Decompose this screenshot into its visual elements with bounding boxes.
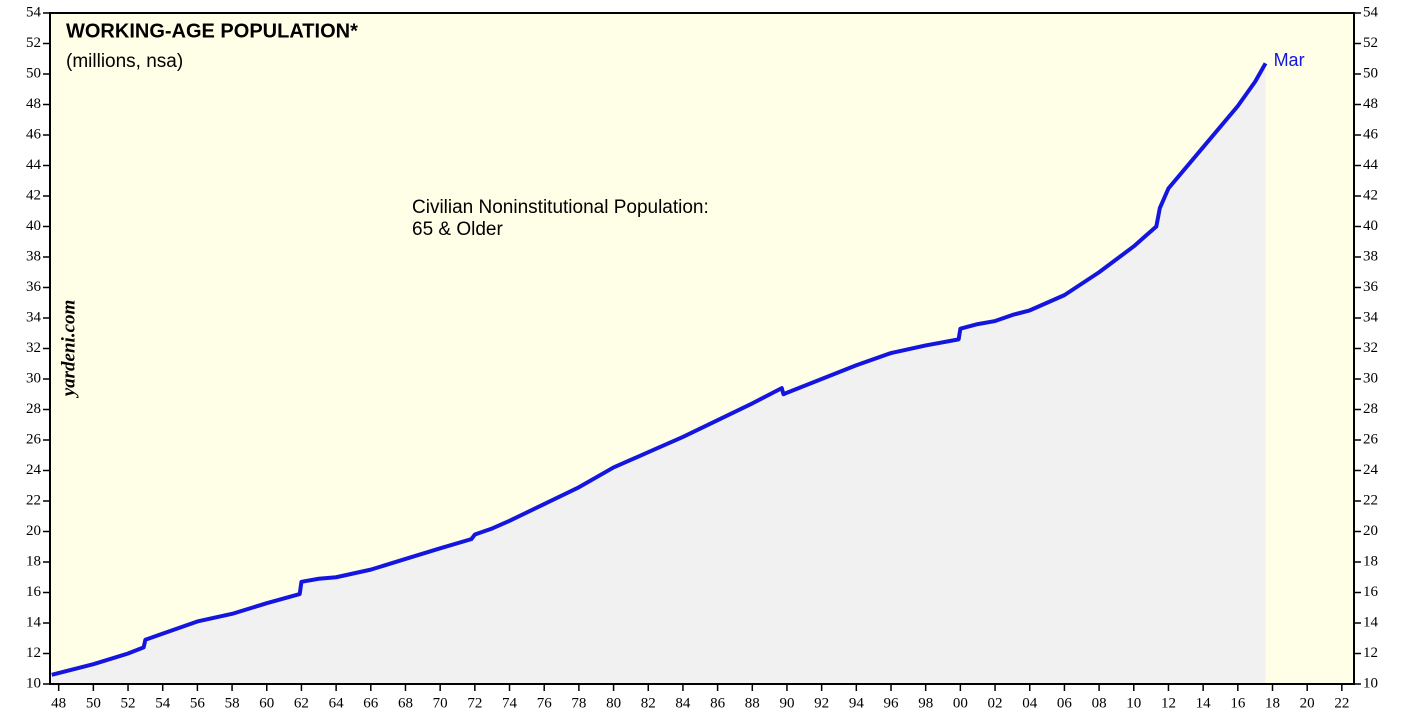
x-tick-label: 12 <box>1161 695 1176 711</box>
x-tick-label: 82 <box>641 695 656 711</box>
y-tick-label: 32 <box>26 340 41 356</box>
x-tick-label: 02 <box>988 695 1003 711</box>
y2-tick-label: 20 <box>1363 523 1378 539</box>
y-tick-label: 22 <box>26 492 41 508</box>
x-tick-label: 58 <box>225 695 240 711</box>
y-tick-label: 24 <box>26 462 42 478</box>
end-label: Mar <box>1274 50 1305 70</box>
x-tick-label: 66 <box>363 695 379 711</box>
y2-tick-label: 34 <box>1363 309 1379 325</box>
x-tick-label: 22 <box>1334 695 1349 711</box>
y-tick-label: 10 <box>26 675 41 691</box>
x-tick-label: 92 <box>814 695 829 711</box>
x-tick-label: 84 <box>675 695 691 711</box>
y2-tick-label: 14 <box>1363 614 1379 630</box>
x-tick-label: 54 <box>155 695 171 711</box>
y-tick-label: 50 <box>26 65 41 81</box>
y2-tick-label: 40 <box>1363 218 1378 234</box>
y-tick-label: 28 <box>26 401 41 417</box>
y2-tick-label: 38 <box>1363 248 1378 264</box>
watermark: yardeni.com <box>58 300 79 399</box>
x-tick-label: 94 <box>849 695 865 711</box>
x-tick-label: 50 <box>86 695 101 711</box>
y-tick-label: 36 <box>26 279 42 295</box>
y-tick-label: 12 <box>26 645 41 661</box>
y2-tick-label: 54 <box>1363 4 1379 20</box>
y2-tick-label: 52 <box>1363 35 1378 51</box>
y2-tick-label: 22 <box>1363 492 1378 508</box>
x-tick-label: 68 <box>398 695 413 711</box>
y-tick-label: 38 <box>26 248 41 264</box>
y2-tick-label: 32 <box>1363 340 1378 356</box>
x-tick-label: 88 <box>745 695 760 711</box>
x-tick-label: 74 <box>502 695 518 711</box>
y-tick-label: 18 <box>26 553 41 569</box>
x-tick-label: 56 <box>190 695 206 711</box>
y2-tick-label: 50 <box>1363 65 1378 81</box>
area <box>51 63 1266 684</box>
y2-tick-label: 36 <box>1363 279 1379 295</box>
y2-tick-label: 46 <box>1363 126 1379 142</box>
x-tick-label: 86 <box>710 695 726 711</box>
y-tick-label: 16 <box>26 584 42 600</box>
x-tick-label: 00 <box>953 695 968 711</box>
y2-tick-label: 24 <box>1363 462 1379 478</box>
y-tick-label: 54 <box>26 4 42 20</box>
chart-subtitle: (millions, nsa) <box>66 51 183 72</box>
x-tick-label: 08 <box>1092 695 1107 711</box>
y-tick-label: 20 <box>26 523 41 539</box>
y-tick-label: 52 <box>26 35 41 51</box>
x-tick-label: 18 <box>1265 695 1280 711</box>
annotation: 65 & Older <box>412 219 503 240</box>
y-tick-label: 46 <box>26 126 42 142</box>
y2-tick-label: 18 <box>1363 553 1378 569</box>
y-tick-label: 44 <box>26 157 42 173</box>
y-tick-label: 26 <box>26 431 42 447</box>
x-tick-label: 52 <box>121 695 136 711</box>
x-tick-label: 20 <box>1300 695 1315 711</box>
x-tick-label: 62 <box>294 695 309 711</box>
x-tick-label: 16 <box>1230 695 1246 711</box>
y-tick-label: 14 <box>26 614 42 630</box>
y2-tick-label: 48 <box>1363 96 1378 112</box>
x-tick-label: 76 <box>537 695 553 711</box>
x-tick-label: 98 <box>918 695 933 711</box>
x-tick-label: 14 <box>1196 695 1212 711</box>
x-tick-label: 64 <box>329 695 345 711</box>
y2-tick-label: 26 <box>1363 431 1379 447</box>
x-tick-label: 90 <box>779 695 794 711</box>
y2-tick-label: 28 <box>1363 401 1378 417</box>
chart-title: WORKING-AGE POPULATION* <box>66 20 358 42</box>
y-tick-label: 30 <box>26 370 41 386</box>
y-tick-label: 42 <box>26 187 41 203</box>
y-tick-label: 40 <box>26 218 41 234</box>
line <box>51 62 1268 677</box>
y2-tick-label: 44 <box>1363 157 1379 173</box>
y2-tick-label: 42 <box>1363 187 1378 203</box>
x-tick-label: 04 <box>1022 695 1038 711</box>
x-tick-label: 06 <box>1057 695 1073 711</box>
x-tick-label: 78 <box>571 695 586 711</box>
x-tick-label: 48 <box>51 695 66 711</box>
x-tick-label: 80 <box>606 695 621 711</box>
x-tick-label: 10 <box>1126 695 1141 711</box>
y2-tick-label: 10 <box>1363 675 1378 691</box>
y-tick-label: 34 <box>26 309 42 325</box>
y2-tick-label: 16 <box>1363 584 1379 600</box>
y2-tick-label: 30 <box>1363 370 1378 386</box>
x-tick-label: 70 <box>433 695 448 711</box>
annotation: Civilian Noninstitutional Population: <box>412 197 709 218</box>
y-tick-label: 48 <box>26 96 41 112</box>
x-tick-label: 96 <box>884 695 900 711</box>
y2-tick-label: 12 <box>1363 645 1378 661</box>
x-tick-label: 60 <box>259 695 274 711</box>
x-tick-label: 72 <box>467 695 482 711</box>
